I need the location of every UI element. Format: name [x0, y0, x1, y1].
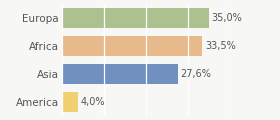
Text: 35,0%: 35,0%	[211, 13, 242, 23]
Bar	[62, 64, 178, 84]
Text: 33,5%: 33,5%	[205, 41, 235, 51]
Bar	[62, 36, 202, 56]
Bar	[62, 8, 209, 28]
Text: 4,0%: 4,0%	[81, 97, 105, 107]
Text: 27,6%: 27,6%	[180, 69, 211, 79]
Bar	[62, 92, 78, 112]
